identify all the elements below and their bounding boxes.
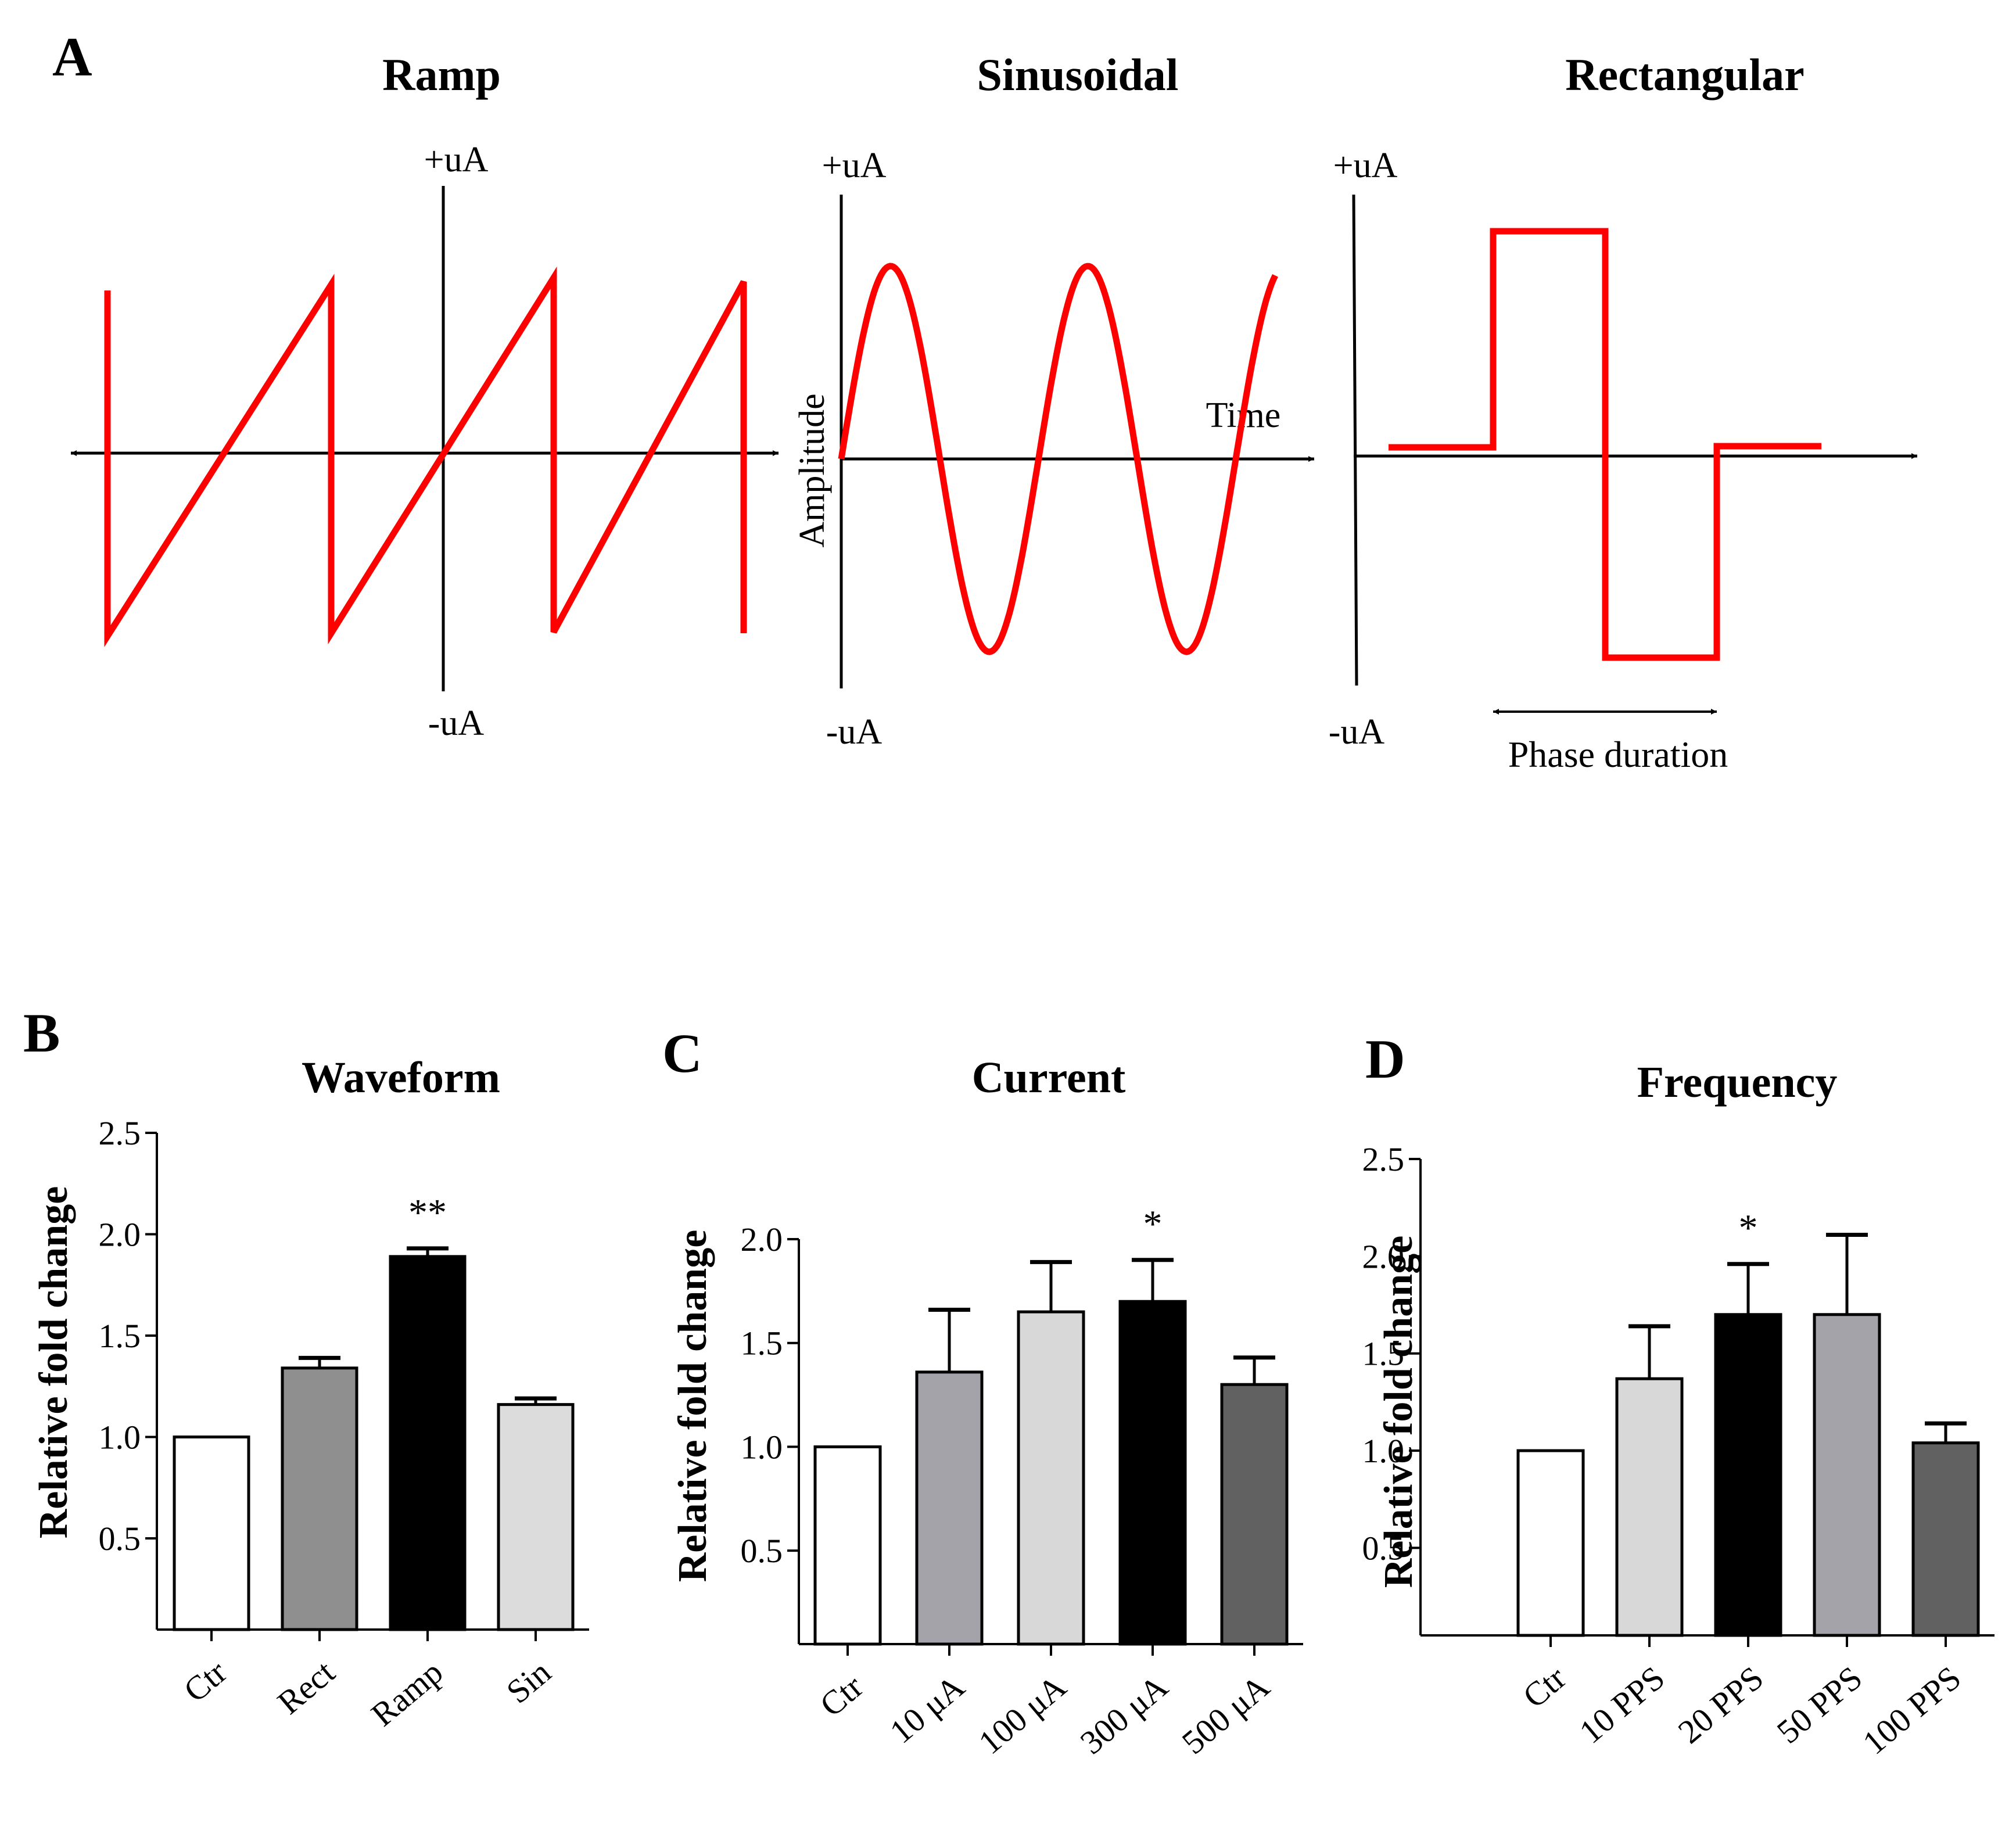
chart-title: Waveform xyxy=(302,1053,500,1102)
y-tick-label: 1.5 xyxy=(741,1325,783,1362)
sinusoidal-y-label: Amplitude xyxy=(792,393,832,547)
ramp-title: Ramp xyxy=(382,49,501,100)
panel-a: A Ramp +uA -uA Sinusoidal +uA -uA Amplit… xyxy=(52,26,1917,775)
bar xyxy=(389,1255,467,1631)
y-tick-label: 1.0 xyxy=(99,1418,141,1456)
rectangular-wave xyxy=(1389,228,1821,661)
bar xyxy=(813,1445,882,1646)
rectangular-title: Rectangular xyxy=(1565,49,1805,100)
x-tick-label: Rect xyxy=(270,1653,342,1721)
significance-marker: * xyxy=(1739,1207,1758,1250)
x-tick-label: 20 PPS xyxy=(1671,1659,1770,1751)
panel-letter: D xyxy=(1365,1028,1405,1090)
y-tick-label: 0.5 xyxy=(741,1532,783,1570)
y-tick-label: 0.5 xyxy=(99,1520,141,1558)
x-tick-label: 500 μA xyxy=(1175,1667,1277,1761)
chart-title: Frequency xyxy=(1637,1058,1838,1107)
significance-marker: ** xyxy=(408,1192,447,1234)
bar xyxy=(1516,1449,1585,1637)
sinusoidal-pos-label: +uA xyxy=(822,146,887,185)
ramp-wave xyxy=(104,266,747,647)
significance-marker: * xyxy=(1143,1203,1163,1246)
y-tick-label: 1.5 xyxy=(99,1317,141,1355)
chart-title: Current xyxy=(972,1053,1126,1102)
y-tick-label: 1.0 xyxy=(1362,1432,1405,1470)
rectangular-neg-label: -uA xyxy=(1329,712,1385,752)
y-tick-label: 2.0 xyxy=(741,1221,783,1258)
x-tick-label: Sin xyxy=(499,1653,558,1711)
bar xyxy=(1813,1313,1881,1637)
phase-duration-label: Phase duration xyxy=(1508,734,1728,775)
panel-a-letter: A xyxy=(52,26,92,88)
rectangular-pos-label: +uA xyxy=(1333,146,1398,185)
bar xyxy=(1714,1313,1782,1637)
x-tick-label: 100 μA xyxy=(971,1667,1074,1761)
y-tick-label: 1.0 xyxy=(741,1428,783,1466)
x-tick-label: Ctr xyxy=(813,1667,870,1724)
x-tick-label: Ctr xyxy=(1516,1659,1573,1715)
bar xyxy=(1118,1300,1187,1646)
y-tick-label: 2.5 xyxy=(1362,1140,1405,1178)
bar xyxy=(915,1370,984,1646)
x-tick-label: 50 PPS xyxy=(1770,1659,1869,1751)
y-tick-label: 2.0 xyxy=(99,1215,141,1253)
y-axis-label: Relative fold change xyxy=(1376,1236,1421,1588)
chart-current: C Current Relative fold change 0.5 1.0 1.5 2.0… xyxy=(662,1022,1303,1761)
bar xyxy=(1220,1383,1289,1646)
sinusoidal-diagram: Sinusoidal +uA -uA Amplitude Time xyxy=(792,49,1314,752)
rectangular-diagram: Rectangular +uA -uA Phase duration xyxy=(1329,49,1917,775)
panel-letter: C xyxy=(662,1022,702,1084)
y-tick-label: 2.5 xyxy=(99,1114,141,1152)
x-tick-label: 10 μA xyxy=(883,1667,971,1750)
rectangular-amplitude-axis xyxy=(1352,194,1358,686)
x-tick-label: 10 PPS xyxy=(1572,1659,1671,1751)
bar xyxy=(173,1435,250,1631)
panel-letter: B xyxy=(23,1002,60,1064)
y-axis-label: Relative fold change xyxy=(670,1230,715,1583)
y-tick-label: 2.0 xyxy=(1362,1237,1405,1275)
bar xyxy=(497,1403,575,1631)
x-tick-label: Ramp xyxy=(364,1653,450,1734)
x-tick-label: 300 μA xyxy=(1073,1667,1175,1761)
sinusoidal-wave xyxy=(838,263,1278,655)
x-tick-label: Ctr xyxy=(177,1653,234,1709)
y-tick-label: 0.5 xyxy=(1362,1529,1405,1567)
y-tick-label: 1.5 xyxy=(1362,1335,1405,1373)
chart-waveform: B Waveform Relative fold change 0.5 1.0 1.5 2.… xyxy=(23,1002,589,1734)
sinusoidal-neg-label: -uA xyxy=(826,712,883,752)
y-axis-label: Relative fold change xyxy=(31,1186,76,1539)
ramp-neg-label: -uA xyxy=(428,704,485,743)
bar xyxy=(1615,1377,1684,1637)
bar xyxy=(1017,1310,1085,1646)
ramp-pos-label: +uA xyxy=(424,140,489,180)
x-tick-label: 100 PPS xyxy=(1856,1659,1968,1761)
bar xyxy=(281,1366,358,1631)
bar xyxy=(1911,1441,1980,1637)
sinusoidal-title: Sinusoidal xyxy=(977,49,1179,100)
ramp-diagram: Ramp +uA -uA xyxy=(71,49,779,743)
